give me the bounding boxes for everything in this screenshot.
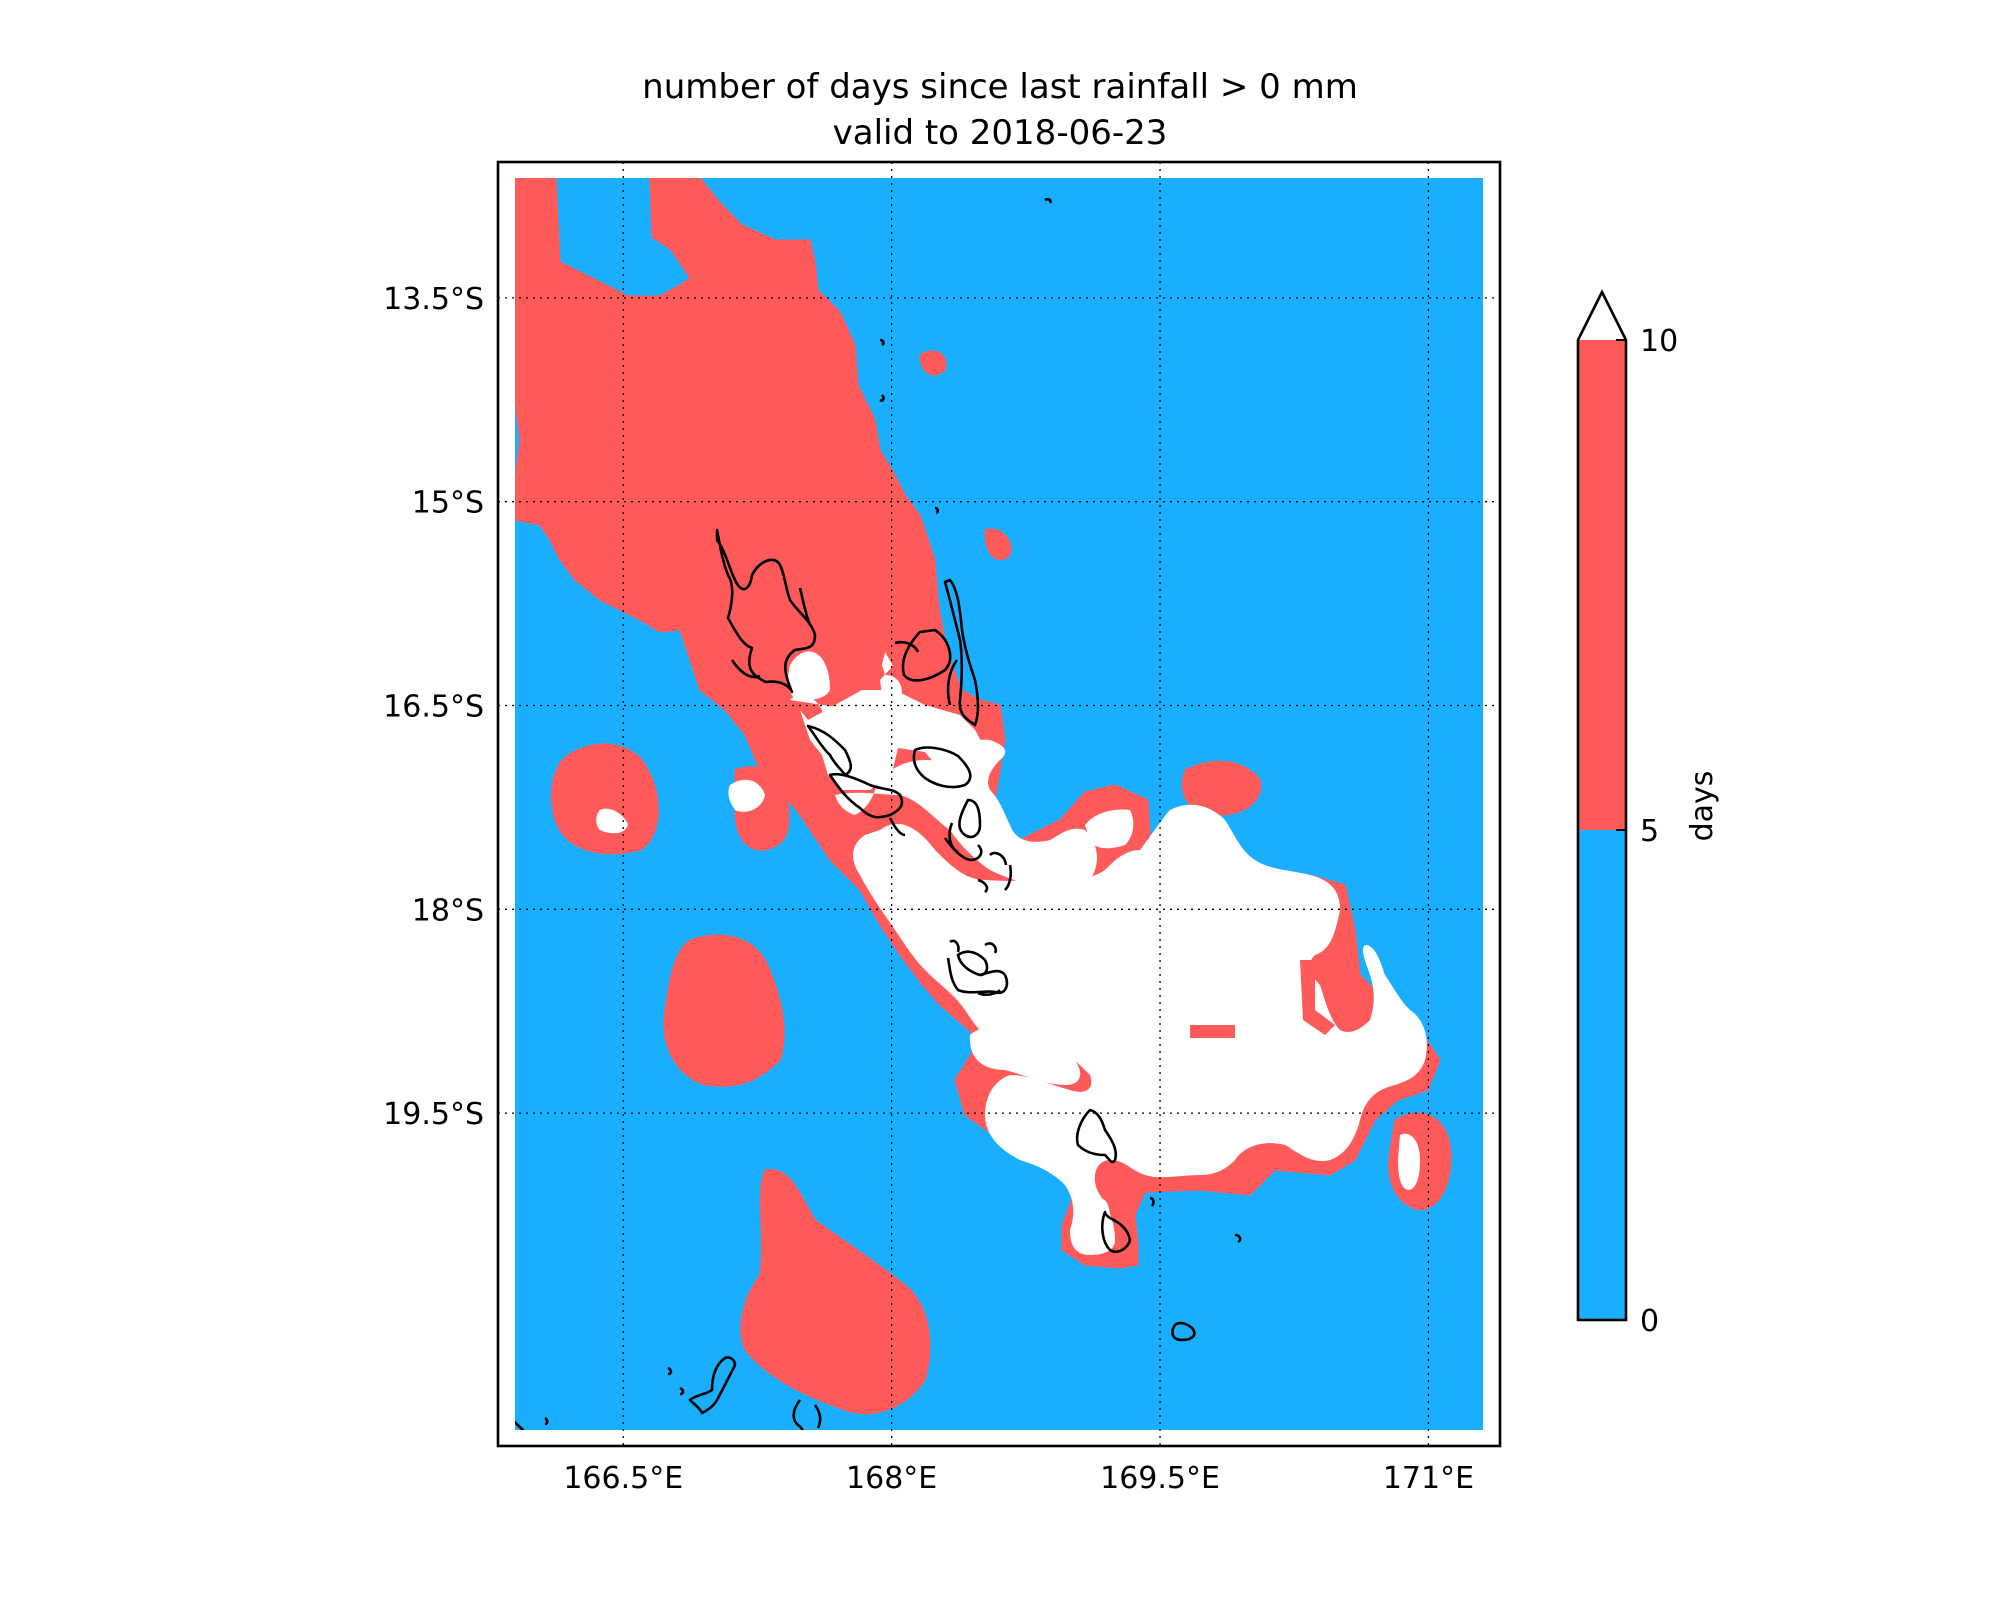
lon-tick-label: 169.5°E [1100, 1461, 1220, 1496]
lon-tick-label: 168°E [846, 1461, 937, 1496]
lat-tick-label: 19.5°S [383, 1097, 484, 1132]
lon-tick-labels: 166.5°E 168°E 169.5°E 171°E [563, 1461, 1474, 1496]
colorbar-label: days [1685, 771, 1720, 842]
title-line-1: number of days since last rainfall > 0 m… [642, 67, 1358, 107]
colorbar-band-0-5 [1578, 830, 1626, 1320]
coastlines [515, 197, 1242, 1430]
lat-tick-label: 13.5°S [383, 282, 484, 317]
colorbar-tick-label: 0 [1640, 1304, 1659, 1339]
lat-tick-label: 18°S [412, 893, 484, 928]
colorbar-tick-label: 5 [1640, 814, 1659, 849]
lon-tick-label: 166.5°E [563, 1461, 683, 1496]
lat-tick-labels: 13.5°S 15°S 16.5°S 18°S 19.5°S [383, 282, 484, 1132]
colorbar-ticks: 0 5 10 [1616, 324, 1678, 1339]
map-field [515, 178, 1483, 1430]
map-frame [496, 160, 1502, 1448]
field-class-over-10 [596, 651, 1427, 1255]
colorbar-extend-triangle [1578, 292, 1626, 340]
lat-tick-label: 15°S [412, 486, 484, 521]
colorbar-band-5-10 [1578, 340, 1626, 830]
lon-tick-label: 171°E [1383, 1461, 1474, 1496]
lat-tick-label: 16.5°S [383, 689, 484, 724]
title-line-2: valid to 2018-06-23 [833, 113, 1168, 153]
gridlines [498, 162, 1500, 1446]
colorbar: 0 5 10 days [1576, 289, 1720, 1339]
colorbar-tick-label: 10 [1640, 324, 1678, 359]
